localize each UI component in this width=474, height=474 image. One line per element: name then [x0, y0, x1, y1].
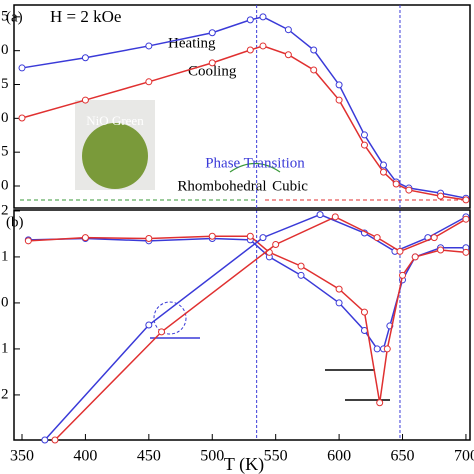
data-point: [310, 46, 318, 54]
y-tick-label: 5: [1, 76, 9, 92]
data-point: [379, 161, 387, 169]
data-point: [373, 234, 381, 242]
x-tick-label: 600: [327, 448, 351, 465]
data-point: [51, 436, 59, 444]
data-point: [284, 26, 292, 34]
data-point: [246, 232, 254, 240]
data-point: [331, 213, 339, 221]
data-point: [360, 131, 368, 139]
series-line: [44, 213, 467, 441]
annotation: Cubic: [272, 178, 308, 194]
annotation: Rhombohedral: [177, 178, 266, 194]
data-point: [383, 345, 391, 353]
data-point: [208, 29, 216, 37]
data-point: [145, 235, 153, 243]
series-line: [54, 216, 467, 441]
y-tick-label: 1: [1, 340, 9, 356]
data-point: [246, 46, 254, 54]
annotation: Heating: [168, 35, 216, 51]
plot-frame: [13, 4, 471, 209]
data-point: [18, 114, 26, 122]
data-point: [462, 215, 470, 223]
transition-arrow: [229, 162, 281, 173]
x-tick-label: 400: [73, 448, 97, 465]
data-point: [462, 248, 470, 256]
y-tick-label: 2: [1, 386, 9, 402]
data-point: [335, 96, 343, 104]
data-point: [145, 321, 153, 329]
x-tick-label: 450: [137, 448, 161, 465]
x-tick-label: 700: [454, 448, 474, 465]
inset-sample: [82, 123, 148, 189]
data-point: [360, 141, 368, 149]
data-point: [81, 96, 89, 104]
data-point: [208, 59, 216, 67]
axis-circle: [153, 301, 187, 335]
annotation: NiO Green: [86, 113, 144, 128]
data-point: [373, 345, 381, 353]
data-point: [392, 180, 400, 188]
y-tick-label: 1: [1, 248, 9, 264]
x-tick-label: 650: [391, 448, 415, 465]
data-point: [399, 271, 407, 279]
x-tick-label: 500: [200, 448, 224, 465]
plot-frame: [13, 209, 471, 441]
data-point: [158, 328, 166, 336]
x-tick-label: 550: [264, 448, 288, 465]
data-point: [430, 234, 438, 242]
data-point: [376, 399, 384, 407]
data-point: [437, 246, 445, 254]
data-point: [145, 78, 153, 86]
data-point: [246, 16, 254, 24]
annotation: Cooling: [188, 63, 237, 79]
data-point: [18, 64, 26, 72]
data-point: [335, 285, 343, 293]
data-point: [259, 234, 267, 242]
data-point: [335, 81, 343, 89]
data-point: [272, 241, 280, 248]
data-point: [259, 42, 267, 50]
data-point: [145, 42, 153, 50]
y-tick-label: 0: [1, 42, 9, 58]
data-point: [310, 66, 318, 74]
y-tick-label: 0: [1, 110, 9, 126]
data-point: [462, 196, 470, 204]
data-point: [437, 192, 445, 200]
annotation: Phase Transition: [205, 155, 305, 171]
data-point: [284, 51, 292, 59]
x-tick-label: 350: [10, 448, 34, 465]
data-point: [379, 168, 387, 176]
data-point: [297, 271, 305, 279]
data-point: [396, 247, 404, 255]
data-point: [208, 232, 216, 240]
data-point: [41, 436, 49, 444]
data-point: [81, 234, 89, 242]
annotation: H = 2 kOe: [50, 7, 121, 26]
y-tick-label: 0: [1, 294, 9, 310]
y-tick-label: 5: [1, 144, 9, 160]
series-line: [28, 237, 466, 350]
data-point: [297, 262, 305, 270]
data-point: [411, 253, 419, 261]
data-point: [405, 186, 413, 194]
x-axis-label: T (K): [224, 454, 264, 474]
data-point: [259, 13, 267, 21]
y-tick-label: 0: [1, 177, 9, 193]
data-point: [316, 211, 324, 219]
y-tick-label: 5: [1, 8, 9, 24]
data-point: [81, 54, 89, 62]
data-point: [24, 237, 32, 245]
data-point: [335, 299, 343, 307]
y-tick-label: 2: [1, 202, 9, 218]
data-point: [360, 308, 368, 316]
